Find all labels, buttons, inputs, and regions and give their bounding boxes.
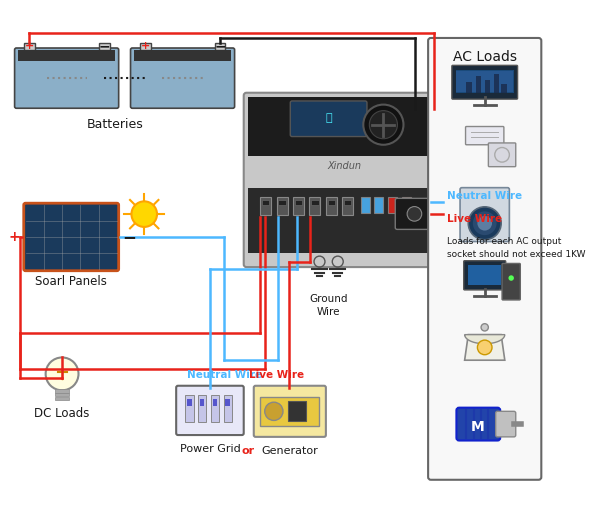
Bar [198, 395, 206, 422]
Circle shape [481, 324, 488, 331]
Bar [278, 200, 286, 205]
Bar [343, 197, 353, 215]
Text: Neutral Wire: Neutral Wire [187, 370, 262, 380]
FancyBboxPatch shape [428, 38, 541, 480]
Bar [211, 395, 219, 422]
Text: Loads for each AC output
socket should not exceed 1KW: Loads for each AC output socket should n… [447, 237, 586, 259]
Circle shape [370, 111, 397, 139]
Bar [311, 200, 319, 205]
Bar [344, 200, 352, 205]
Circle shape [473, 211, 497, 235]
Text: Neutral Wire: Neutral Wire [447, 192, 523, 201]
Circle shape [508, 276, 514, 281]
Text: +: + [25, 41, 34, 51]
Text: Soarl Panels: Soarl Panels [35, 275, 107, 288]
Bar [98, 43, 110, 50]
FancyBboxPatch shape [24, 203, 119, 271]
Text: AC Loads: AC Loads [453, 50, 517, 64]
Bar [55, 397, 70, 400]
Text: Generator: Generator [261, 446, 318, 456]
Text: Batteries: Batteries [86, 118, 143, 131]
Bar [455, 70, 514, 93]
Bar [248, 188, 441, 252]
FancyBboxPatch shape [176, 386, 244, 435]
Bar [328, 200, 335, 205]
Bar [260, 397, 319, 426]
Bar [287, 401, 306, 421]
Circle shape [265, 402, 283, 420]
Bar [224, 395, 232, 422]
FancyBboxPatch shape [464, 261, 506, 290]
Bar [485, 80, 490, 93]
Polygon shape [464, 335, 505, 344]
Circle shape [131, 201, 157, 227]
Text: Live Wire: Live Wire [447, 214, 502, 224]
Bar [215, 43, 226, 50]
Text: ⬛: ⬛ [325, 113, 332, 123]
Bar [262, 200, 269, 205]
Text: DC Loads: DC Loads [34, 407, 90, 420]
FancyBboxPatch shape [14, 48, 119, 108]
Bar [476, 76, 481, 93]
Text: M: M [470, 420, 484, 434]
Text: Live Wire: Live Wire [249, 370, 304, 380]
Text: Ground
Wire: Ground Wire [310, 294, 348, 317]
Circle shape [407, 207, 422, 221]
Circle shape [478, 340, 492, 355]
Bar [212, 399, 217, 406]
FancyBboxPatch shape [244, 93, 445, 267]
Bar [185, 395, 194, 422]
Circle shape [468, 207, 501, 239]
Bar [134, 50, 231, 61]
Bar [200, 399, 205, 406]
Text: +: + [140, 41, 150, 51]
FancyBboxPatch shape [290, 101, 367, 136]
FancyBboxPatch shape [466, 127, 504, 145]
Text: +: + [8, 230, 20, 244]
Bar [24, 43, 35, 50]
Circle shape [478, 216, 492, 231]
Bar [293, 197, 304, 215]
Bar [310, 197, 320, 215]
Bar [295, 200, 302, 205]
Bar [468, 265, 501, 285]
Bar [466, 82, 472, 93]
FancyBboxPatch shape [452, 65, 518, 99]
Bar [260, 197, 271, 215]
Bar [388, 197, 397, 213]
Bar [326, 197, 337, 215]
Bar [501, 83, 506, 93]
Bar [18, 50, 115, 61]
Text: −: − [214, 39, 226, 53]
FancyBboxPatch shape [496, 411, 516, 437]
Circle shape [46, 357, 79, 390]
Text: −: − [98, 39, 110, 53]
FancyBboxPatch shape [395, 198, 434, 229]
Bar [277, 197, 287, 215]
Bar [401, 197, 411, 213]
Text: Power Grid: Power Grid [179, 444, 241, 454]
Bar [55, 393, 70, 396]
Bar [140, 43, 151, 50]
Bar [187, 399, 191, 406]
Circle shape [364, 105, 403, 145]
FancyBboxPatch shape [457, 408, 500, 440]
Bar [374, 197, 383, 213]
Text: or: or [242, 446, 255, 456]
Bar [55, 389, 70, 392]
Bar [361, 197, 370, 213]
Polygon shape [464, 335, 505, 360]
Bar [494, 75, 499, 93]
FancyBboxPatch shape [488, 143, 516, 167]
Bar [226, 399, 230, 406]
FancyBboxPatch shape [502, 264, 520, 300]
Bar [248, 97, 441, 157]
Bar [457, 71, 513, 92]
FancyBboxPatch shape [131, 48, 235, 108]
Text: Xindun: Xindun [327, 161, 361, 171]
Text: −: − [122, 228, 136, 246]
FancyBboxPatch shape [254, 386, 326, 437]
FancyBboxPatch shape [460, 187, 509, 242]
